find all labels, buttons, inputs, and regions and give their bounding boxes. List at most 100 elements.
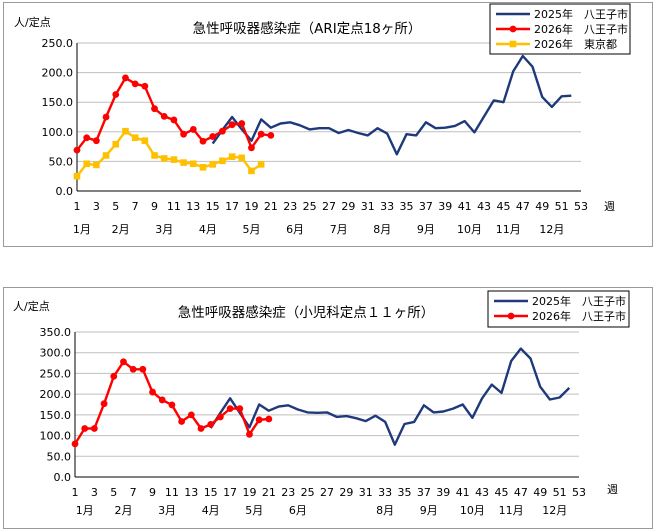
data-point (180, 159, 187, 166)
y-tick-label: 0.0 (54, 471, 72, 484)
y-tick-label: 50.0 (47, 450, 72, 463)
x-tick-label: 3 (93, 200, 100, 213)
month-label: 6月 (289, 504, 307, 517)
x-tick-label: 25 (303, 200, 317, 213)
x-tick-label: 15 (206, 200, 220, 213)
data-point (141, 82, 149, 90)
data-point (197, 425, 205, 432)
x-axis-label: 週 (607, 483, 618, 496)
data-point (246, 430, 253, 438)
x-tick-label: 1 (72, 486, 79, 499)
legend-label: 2025年 八王子市 (532, 294, 626, 308)
data-point (226, 405, 234, 413)
data-point (248, 167, 255, 175)
month-label: 8月 (373, 223, 391, 236)
x-tick-label: 45 (496, 200, 510, 213)
data-point (112, 91, 120, 98)
legend-label: 2026年 八王子市 (534, 22, 628, 36)
x-tick-label: 7 (132, 200, 139, 213)
data-point (92, 137, 100, 145)
x-tick-label: 21 (264, 200, 278, 213)
y-axis-label: 人/定点 (14, 15, 51, 29)
month-label: 12月 (542, 504, 567, 517)
data-point (238, 154, 246, 162)
month-label: 10月 (460, 504, 485, 517)
month-label: 11月 (499, 504, 524, 517)
data-point (112, 140, 120, 148)
y-tick-label: 300.0 (40, 347, 72, 360)
legend-label: 2026年 八王子市 (532, 309, 626, 323)
month-label: 11月 (496, 223, 521, 236)
x-tick-label: 27 (322, 200, 336, 213)
data-point (93, 161, 100, 169)
x-tick-label: 9 (149, 486, 156, 499)
data-point (120, 358, 127, 366)
legend-marker (509, 25, 517, 33)
y-tick-label: 250.0 (42, 37, 74, 50)
x-tick-label: 11 (167, 200, 181, 213)
month-label: 10月 (457, 223, 482, 236)
legend-label: 2025年 八王子市 (534, 7, 628, 21)
x-tick-label: 19 (242, 486, 256, 499)
x-tick-label: 13 (184, 486, 198, 499)
x-tick-label: 49 (535, 200, 549, 213)
month-label: 9月 (417, 223, 435, 236)
data-point (160, 155, 168, 162)
x-tick-label: 23 (283, 200, 297, 213)
x-tick-label: 11 (165, 486, 179, 499)
legend-marker (509, 40, 517, 48)
data-point (248, 144, 255, 152)
month-label: 12月 (539, 223, 564, 236)
x-tick-label: 27 (320, 486, 334, 499)
y-tick-label: 200.0 (42, 67, 74, 80)
x-tick-label: 7 (130, 486, 137, 499)
month-label: 4月 (202, 504, 220, 517)
ari-chart: 急性呼吸器感染症（ARI定点18ヶ所） 人/定点 0.0 50.0 100.0 150.0… (14, 3, 631, 236)
data-point (228, 121, 236, 129)
legend-box (487, 290, 630, 328)
month-label: 3月 (158, 504, 176, 517)
data-point (265, 415, 273, 423)
data-point (236, 405, 244, 413)
data-point (267, 131, 275, 139)
x-tick-label: 39 (438, 200, 452, 213)
pediatric-chart: 急性呼吸器感染症（小児科定点１１ヶ所） 人/定点 0.0 50.0 100.0 150.0… (13, 290, 630, 517)
chart-panel-ari: 急性呼吸器感染症（ARI定点18ヶ所） 人/定点 0.0 50.0 100.0 150.0… (3, 2, 653, 247)
month-label: 5月 (242, 223, 260, 236)
x-tick-label: 5 (112, 200, 119, 213)
month-label: 1月 (76, 504, 94, 517)
data-point (255, 416, 263, 424)
x-tick-label: 39 (436, 486, 450, 499)
data-point (122, 74, 129, 82)
month-label: 3月 (155, 223, 173, 236)
x-tick-label: 31 (359, 486, 373, 499)
data-point (151, 152, 158, 159)
month-label: 9月 (420, 504, 438, 517)
data-point (218, 127, 226, 135)
x-tick-label: 51 (555, 200, 569, 213)
x-tick-label: 17 (223, 486, 237, 499)
month-label: 5月 (245, 504, 263, 517)
x-tick-label: 37 (419, 200, 433, 213)
x-tick-label: 33 (380, 200, 394, 213)
month-label: 6月 (286, 223, 304, 236)
chart-title: 急性呼吸器感染症（ARI定点18ヶ所） (193, 20, 422, 37)
data-point (149, 388, 156, 396)
data-point (180, 130, 188, 138)
data-point (122, 127, 129, 135)
y-tick-label: 0.0 (56, 185, 74, 198)
data-point (151, 105, 158, 113)
data-point (209, 133, 217, 140)
x-tick-label: 45 (494, 486, 508, 499)
x-tick-label: 13 (186, 200, 200, 213)
x-tick-label: 53 (574, 200, 588, 213)
data-point (160, 113, 168, 120)
x-tick-label: 21 (262, 486, 276, 499)
x-tick-label: 47 (516, 200, 530, 213)
data-point (216, 413, 224, 421)
x-tick-label: 43 (477, 200, 491, 213)
data-point (207, 420, 215, 428)
data-point (83, 134, 91, 142)
data-point (170, 116, 178, 124)
data-point (199, 137, 207, 145)
